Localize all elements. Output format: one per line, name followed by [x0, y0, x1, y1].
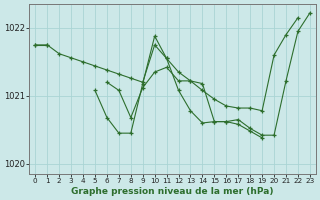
X-axis label: Graphe pression niveau de la mer (hPa): Graphe pression niveau de la mer (hPa)	[71, 187, 274, 196]
